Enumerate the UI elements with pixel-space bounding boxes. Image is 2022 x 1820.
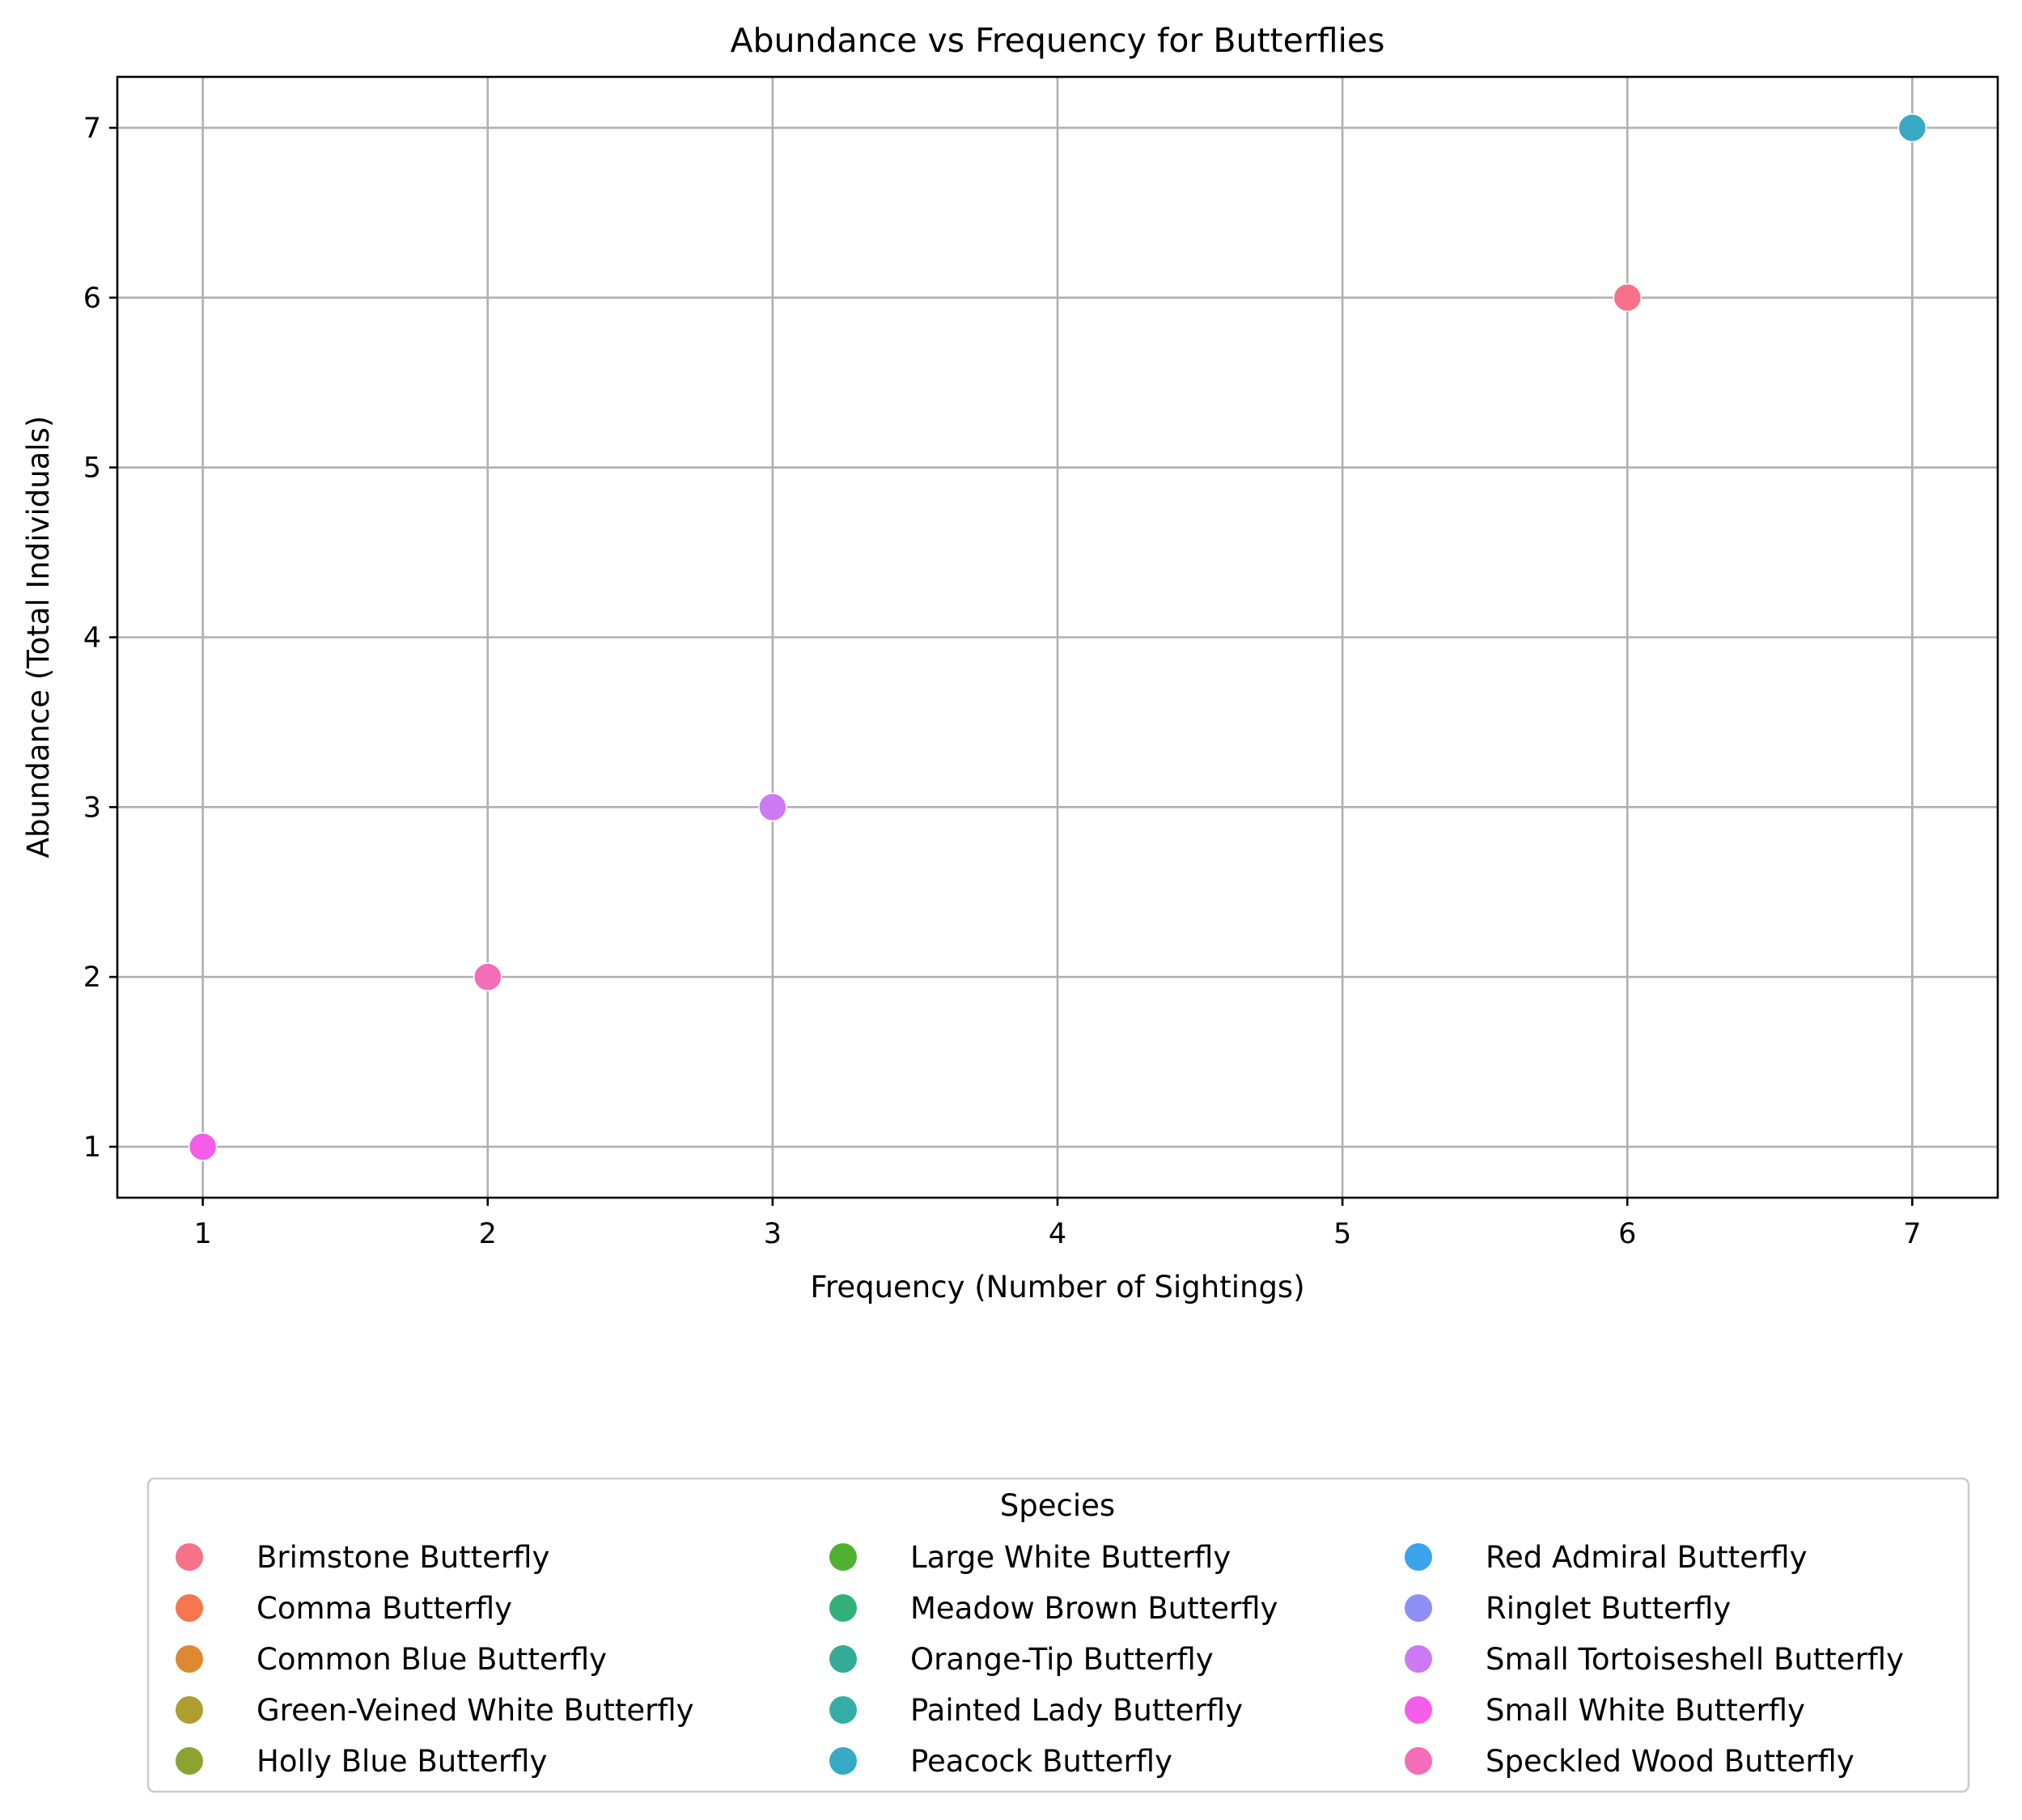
legend-label: Holly Blue Butterfly xyxy=(256,1744,547,1779)
legend-label: Peacock Butterfly xyxy=(910,1744,1172,1779)
legend-label: Orange-Tip Butterfly xyxy=(910,1642,1214,1677)
x-tick-label: 6 xyxy=(1618,1218,1636,1250)
legend-marker xyxy=(829,1594,857,1622)
grid-lines xyxy=(117,77,1998,1198)
y-tick-label: 4 xyxy=(83,622,101,655)
x-tick-label: 4 xyxy=(1049,1218,1066,1250)
legend-label: Green-Veined White Butterfly xyxy=(256,1693,694,1728)
legend-marker xyxy=(1405,1594,1432,1622)
y-tick-label: 7 xyxy=(83,112,101,145)
data-point xyxy=(758,792,787,822)
legend-label: Brimstone Butterfly xyxy=(256,1540,549,1575)
legend-label: Large White Butterfly xyxy=(910,1540,1231,1575)
legend-box xyxy=(146,1477,1970,1793)
data-points xyxy=(188,113,1927,1161)
y-tick-label: 1 xyxy=(83,1131,101,1164)
chart-title: Abundance vs Frequency for Butterflies xyxy=(730,21,1384,60)
legend-marker xyxy=(1405,1645,1432,1673)
legend-label: Small Tortoiseshell Butterfly xyxy=(1486,1642,1904,1677)
data-point xyxy=(1897,113,1927,142)
legend-entries: Brimstone Butterfly Comma Butterfly Common… xyxy=(176,1540,1904,1779)
legend-marker xyxy=(176,1696,203,1724)
y-tick-label: 6 xyxy=(83,282,101,315)
legend-marker xyxy=(829,1645,857,1673)
legend-label: Common Blue Butterfly xyxy=(256,1642,607,1677)
legend-marker xyxy=(1405,1696,1432,1724)
legend-marker xyxy=(176,1543,203,1571)
x-tick-label: 2 xyxy=(479,1218,497,1250)
data-point xyxy=(188,1132,218,1161)
x-tick-label: 7 xyxy=(1903,1218,1921,1250)
x-axis-ticks: 1 2 3 4 5 6 7 xyxy=(193,1198,1922,1250)
legend-marker xyxy=(1405,1747,1432,1775)
y-tick-label: 3 xyxy=(83,791,101,824)
y-axis-label: Abundance (Total Individuals) xyxy=(21,416,56,859)
data-point xyxy=(473,962,502,991)
legend-marker xyxy=(176,1594,203,1622)
y-tick-label: 5 xyxy=(83,452,101,485)
x-tick-label: 1 xyxy=(193,1218,211,1250)
legend-marker xyxy=(176,1645,203,1673)
legend-label: Comma Butterfly xyxy=(256,1591,512,1626)
x-tick-label: 3 xyxy=(764,1218,782,1250)
legend-marker xyxy=(829,1543,857,1571)
legend-title: Species xyxy=(1000,1488,1115,1523)
legend-marker xyxy=(829,1696,857,1724)
legend-label: Painted Lady Butterfly xyxy=(910,1693,1243,1728)
legend-label: Small White Butterfly xyxy=(1486,1693,1805,1728)
legend-marker xyxy=(829,1747,857,1775)
y-axis-ticks: 1 2 3 4 5 6 7 xyxy=(83,112,117,1164)
data-point xyxy=(1613,283,1642,312)
legend-marker xyxy=(1405,1543,1432,1571)
legend-label: Ringlet Butterfly xyxy=(1486,1591,1731,1626)
legend-label: Red Admiral Butterfly xyxy=(1486,1540,1807,1575)
legend-label: Meadow Brown Butterfly xyxy=(910,1591,1278,1626)
x-tick-label: 5 xyxy=(1333,1218,1351,1250)
x-axis-label: Frequency (Number of Sightings) xyxy=(810,1270,1304,1305)
legend-label: Speckled Wood Butterfly xyxy=(1486,1744,1855,1779)
y-tick-label: 2 xyxy=(83,961,101,994)
legend-marker xyxy=(176,1747,203,1775)
